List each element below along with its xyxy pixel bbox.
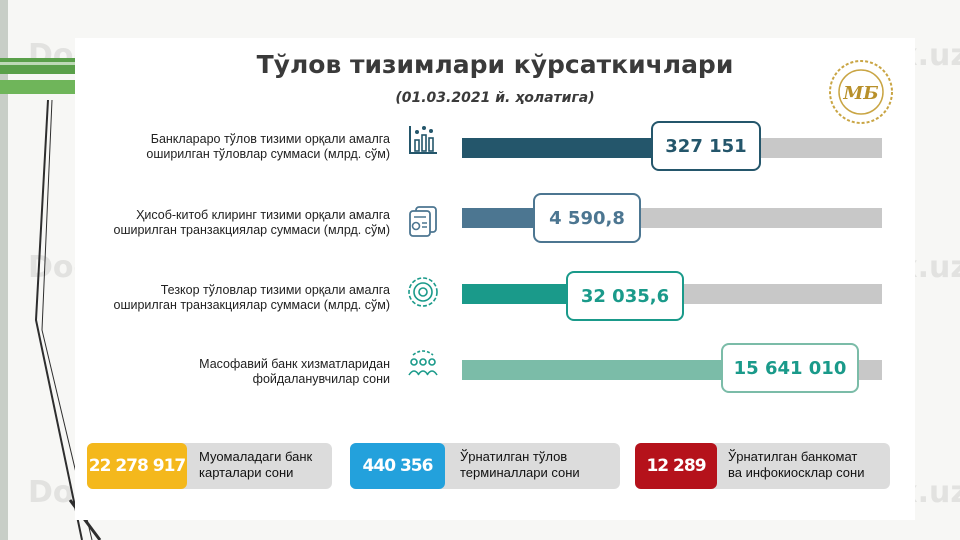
infographic-card: Тўлов тизимлари кўрсаткичлари (01.03.202… bbox=[75, 38, 915, 520]
logo-text: МБ bbox=[842, 83, 878, 104]
stat-label: Ўрнатилган банкомат ва инфокиосклар сони bbox=[728, 449, 865, 480]
stat-bank-cards: 22 278 917 Муомаладаги банк карталари со… bbox=[87, 443, 332, 489]
bar-fill bbox=[462, 360, 739, 380]
stat-atms: 12 289 Ўрнатилган банкомат ва инфокиоскл… bbox=[635, 443, 890, 489]
page-title: Тўлов тизимлари кўрсаткичлари bbox=[256, 50, 734, 79]
page-subtitle: (01.03.2021 й. ҳолатига) bbox=[395, 90, 595, 106]
stat-label: Муомаладаги банк карталари сони bbox=[199, 449, 313, 480]
users-icon bbox=[408, 350, 438, 376]
value-callout: 15 641 010 bbox=[721, 343, 859, 393]
bar-fill bbox=[462, 208, 538, 228]
row-label-instant-payments: Тезкор тўловлар тизими орқали амалга оши… bbox=[113, 283, 390, 312]
row-label-interbank: Банклараро тўлов тизими орқали амалга ош… bbox=[146, 132, 390, 161]
bar-fill bbox=[462, 138, 655, 158]
stat-payment-terminals: 440 356 Ўрнатилган тўлов терминаллари со… bbox=[350, 443, 620, 489]
row-label-remote-banking: Масофавий банк хизматларидан фойдаланувч… bbox=[199, 357, 390, 386]
bar-fill bbox=[462, 284, 567, 304]
value-callout: 32 035,6 bbox=[566, 271, 684, 321]
stat-value: 12 289 bbox=[635, 443, 717, 489]
stat-label: Ўрнатилган тўлов терминаллари сони bbox=[460, 449, 580, 480]
document-chart-icon bbox=[409, 206, 437, 237]
value-callout: 4 590,8 bbox=[533, 193, 641, 243]
stat-value: 22 278 917 bbox=[87, 443, 187, 489]
value-callout: 327 151 bbox=[651, 121, 761, 171]
row-label-clearing: Ҳисоб-китоб клиринг тизими орқали амалга… bbox=[113, 208, 390, 237]
target-icon bbox=[408, 277, 438, 307]
stat-value: 440 356 bbox=[350, 443, 445, 489]
bar-chart-icon bbox=[409, 126, 437, 154]
bar-track bbox=[462, 208, 882, 228]
bank-logo-icon: МБ bbox=[829, 60, 893, 124]
